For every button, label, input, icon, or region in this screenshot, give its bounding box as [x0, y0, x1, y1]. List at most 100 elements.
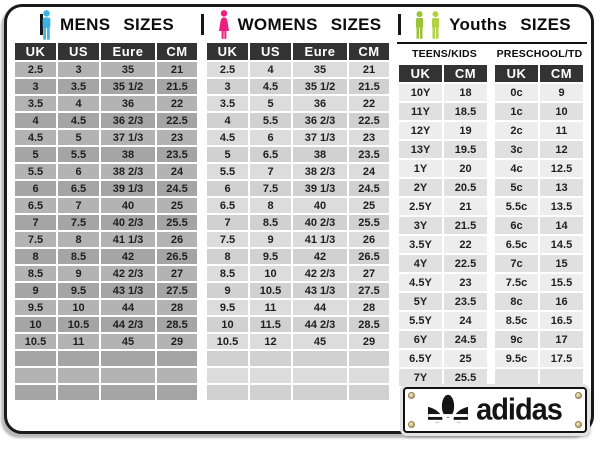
size-cell: 7: [207, 215, 248, 230]
size-cell: 9c: [495, 331, 538, 348]
size-cell: 27: [349, 266, 389, 281]
table-row: 4 5.5 36 2/3 22.5: [207, 113, 389, 128]
size-cell: 2Y: [399, 179, 442, 196]
table-row: 11Y 18.5: [399, 103, 487, 120]
table-row: 8 9.5 42 26.5: [207, 249, 389, 264]
table-row: 6 6.5 39 1/3 24.5: [15, 181, 197, 196]
size-cell: 13.5: [540, 198, 583, 215]
table-row: 0c 9: [495, 84, 583, 101]
size-cell: 4.5Y: [399, 274, 442, 291]
size-cell: 22: [444, 236, 487, 253]
size-cell: 4.5: [250, 79, 291, 94]
size-cell: 24.5: [349, 181, 389, 196]
size-cell: 7.5: [58, 215, 99, 230]
size-cell: 26: [157, 232, 197, 247]
title-divider: [398, 14, 401, 35]
size-cell: [293, 351, 347, 366]
teens-kids-size-table: UK CM 10Y 18 11Y 18.5 12Y 19 13Y 19.5 1Y 20 2Y 20.5…: [397, 63, 489, 388]
size-cell: [15, 368, 56, 383]
youths-section: Youths SIZES TEENS/KIDS PRESCHOOL/TD UK …: [397, 9, 587, 387]
table-row: 7 7.5 40 2/3 25.5: [15, 215, 197, 230]
youths-divider-line: [397, 42, 587, 44]
mens-size-table: UK US Eure CM 2.5 3 35 21 3 3.5 35 1/2 21.5 3.5 4…: [13, 41, 199, 402]
size-cell: 26.5: [349, 249, 389, 264]
youths-title: Youths SIZES: [449, 15, 571, 34]
table-row: 12Y 19: [399, 122, 487, 139]
size-cell: 1Y: [399, 160, 442, 177]
youths-group-labels: TEENS/KIDS PRESCHOOL/TD: [397, 48, 587, 60]
size-cell: 25.5: [349, 215, 389, 230]
size-cell: 16.5: [540, 312, 583, 329]
size-cell: [101, 385, 155, 400]
size-cell: 22.5: [349, 113, 389, 128]
size-cell: 5.5: [207, 164, 248, 179]
size-cell: 21.5: [444, 217, 487, 234]
table-row: 6.5 8 40 25: [207, 198, 389, 213]
size-cell: 9.5: [250, 249, 291, 264]
size-cell: 6.5c: [495, 236, 538, 253]
size-cell: 38: [101, 147, 155, 162]
size-cell: [349, 368, 389, 383]
table-row: [207, 368, 389, 383]
adidas-trefoil-icon: [428, 394, 469, 427]
table-row: 4.5Y 23: [399, 274, 487, 291]
size-cell: 2.5Y: [399, 198, 442, 215]
mens-header-row: UK US Eure CM: [15, 43, 197, 60]
size-cell: 42 2/3: [101, 266, 155, 281]
size-cell: 36 2/3: [101, 113, 155, 128]
table-row: 8c 16: [495, 293, 583, 310]
size-cell: 11: [58, 334, 99, 349]
screw-icon: [575, 421, 582, 428]
size-cell: 35 1/2: [293, 79, 347, 94]
size-cell: 15: [540, 255, 583, 272]
size-cell: 10Y: [399, 84, 442, 101]
size-cell: 10.5: [58, 317, 99, 332]
size-cell: 6.5: [58, 181, 99, 196]
size-cell: 39 1/3: [293, 181, 347, 196]
size-cell: 14: [540, 217, 583, 234]
table-row: 7 8.5 40 2/3 25.5: [207, 215, 389, 230]
table-row: 1c 10: [495, 103, 583, 120]
womens-title: WOMENS SIZES: [237, 15, 382, 34]
size-cell: 10: [250, 266, 291, 281]
size-cell: [495, 369, 538, 386]
size-cell: 4.5: [58, 113, 99, 128]
size-cell: 17: [540, 331, 583, 348]
screw-icon: [408, 421, 415, 428]
size-cell: 11: [540, 122, 583, 139]
size-cell: [101, 368, 155, 383]
size-cell: 36: [293, 96, 347, 111]
size-cell: 43 1/3: [293, 283, 347, 298]
size-cell: 15.5: [540, 274, 583, 291]
size-cell: [293, 368, 347, 383]
size-cell: 5: [250, 96, 291, 111]
womens-section: WOMENS SIZES UK US Eure CM 2.5 4 35 21 3 4.5 3…: [205, 9, 393, 402]
table-row: 6.5c 14.5: [495, 236, 583, 253]
size-cell: 6Y: [399, 331, 442, 348]
size-cell: 42: [293, 249, 347, 264]
table-row: 8 8.5 42 26.5: [15, 249, 197, 264]
preschool-td-size-table: UK CM 0c 9 1c 10 2c 11 3c 12 4c 12.5 5c 13 5.5c 13.5 6…: [493, 63, 585, 388]
size-cell: 5: [207, 147, 248, 162]
table-row: [15, 351, 197, 366]
size-cell: 5.5: [58, 147, 99, 162]
size-cell: 9.5: [58, 283, 99, 298]
table-row: 6 7.5 39 1/3 24.5: [207, 181, 389, 196]
size-cell: 7c: [495, 255, 538, 272]
table-row: 3.5Y 22: [399, 236, 487, 253]
column-header-uk: UK: [399, 65, 442, 82]
size-cell: 24: [349, 164, 389, 179]
table-row: 3 4.5 35 1/2 21.5: [207, 79, 389, 94]
male-icon: [40, 10, 53, 40]
column-header-eure: Eure: [293, 43, 347, 60]
size-cell: 35: [101, 62, 155, 77]
size-cell: 27.5: [349, 283, 389, 298]
size-cell: 18: [444, 84, 487, 101]
size-cell: 9: [58, 266, 99, 281]
table-row: 5 5.5 38 23.5: [15, 147, 197, 162]
size-cell: [349, 351, 389, 366]
size-cell: 28.5: [157, 317, 197, 332]
size-cell: 5Y: [399, 293, 442, 310]
table-row: 5.5 6 38 2/3 24: [15, 164, 197, 179]
size-cell: 21: [157, 62, 197, 77]
